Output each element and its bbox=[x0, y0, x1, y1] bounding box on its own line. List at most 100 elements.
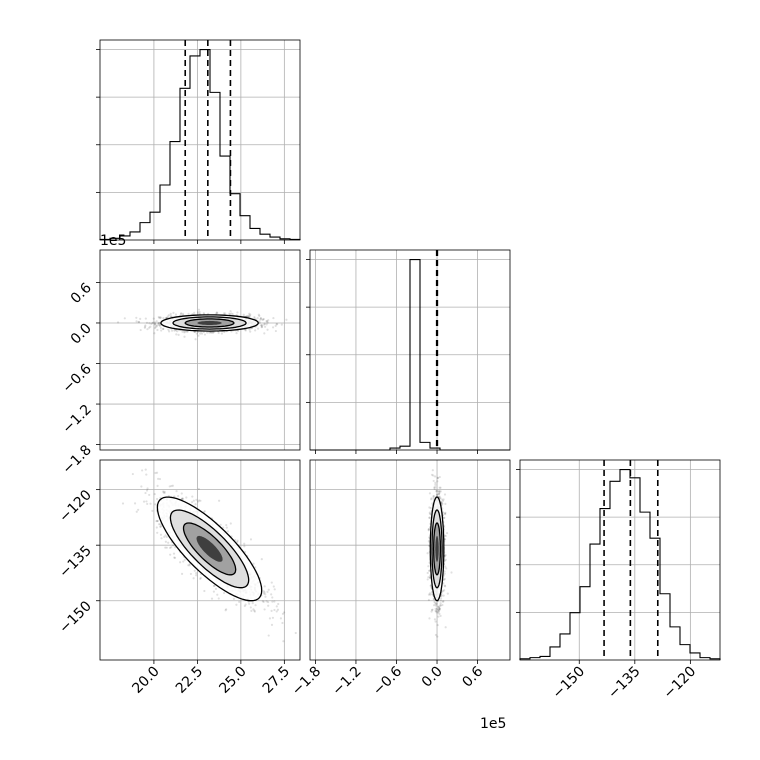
sample-point bbox=[260, 326, 263, 329]
sample-point bbox=[248, 312, 251, 315]
sample-point bbox=[164, 534, 167, 537]
sample-point bbox=[434, 483, 437, 486]
sample-point bbox=[271, 616, 275, 619]
sample-point bbox=[159, 523, 162, 526]
sample-point bbox=[427, 528, 430, 531]
sample-point bbox=[137, 320, 141, 324]
sample-point bbox=[131, 472, 134, 476]
sample-point bbox=[438, 490, 441, 493]
sample-point bbox=[277, 602, 280, 606]
sample-point bbox=[265, 600, 268, 603]
sample-point bbox=[253, 610, 256, 613]
sample-point bbox=[281, 612, 285, 615]
sample-point bbox=[238, 600, 241, 604]
sample-point bbox=[285, 318, 288, 321]
sample-point bbox=[431, 502, 434, 505]
sample-point bbox=[225, 526, 228, 529]
sample-point bbox=[155, 526, 158, 529]
sample-point bbox=[148, 326, 151, 329]
sample-point bbox=[169, 553, 172, 556]
sample-point bbox=[262, 318, 265, 321]
sample-point bbox=[159, 525, 162, 528]
sample-point bbox=[257, 313, 260, 316]
sample-point bbox=[271, 326, 275, 329]
sample-point bbox=[437, 608, 440, 612]
sample-point bbox=[199, 577, 202, 581]
sample-point bbox=[436, 635, 439, 638]
sample-point bbox=[216, 593, 219, 596]
sample-point bbox=[432, 604, 436, 607]
sample-point bbox=[195, 572, 198, 575]
sample-point bbox=[249, 538, 253, 541]
sample-point bbox=[445, 567, 448, 570]
sample-point bbox=[175, 490, 178, 493]
y-tick-label-row1: 0.6 bbox=[68, 280, 95, 307]
sample-point bbox=[262, 317, 265, 321]
sample-point bbox=[428, 576, 432, 580]
sample-point bbox=[167, 541, 170, 544]
sample-point bbox=[198, 499, 201, 502]
sample-point bbox=[253, 315, 256, 319]
sample-point bbox=[441, 590, 445, 593]
sample-point bbox=[164, 540, 167, 543]
sample-point bbox=[215, 311, 219, 314]
sample-point bbox=[272, 316, 275, 320]
sample-point bbox=[169, 314, 172, 317]
sample-point bbox=[172, 311, 175, 314]
sample-point bbox=[217, 597, 220, 600]
sample-point bbox=[283, 611, 286, 614]
sample-point bbox=[144, 468, 147, 471]
sample-point bbox=[440, 500, 443, 504]
sample-point bbox=[214, 587, 218, 590]
sample-point bbox=[427, 539, 430, 543]
x-offset-label-col1: 1e5 bbox=[480, 716, 506, 732]
sample-point bbox=[259, 318, 262, 321]
sample-point bbox=[439, 490, 442, 493]
sample-point bbox=[135, 320, 138, 323]
sample-point bbox=[181, 497, 185, 500]
joint-panel-0-2-content bbox=[121, 468, 297, 643]
sample-point bbox=[210, 597, 214, 600]
sample-point bbox=[444, 626, 447, 629]
x-tick-label-1: 0.6 bbox=[459, 663, 486, 690]
sample-point bbox=[428, 511, 431, 514]
sample-point bbox=[439, 602, 442, 605]
sample-point bbox=[442, 582, 445, 585]
sample-point bbox=[183, 558, 186, 561]
y-tick-label-row1: −1.8 bbox=[59, 442, 94, 477]
sample-point bbox=[443, 589, 446, 592]
sample-point bbox=[191, 312, 194, 316]
sample-point bbox=[248, 314, 252, 317]
sample-point bbox=[273, 600, 276, 603]
sample-point bbox=[116, 321, 120, 324]
y-tick-label-row1: 0.0 bbox=[68, 320, 95, 347]
sample-point bbox=[445, 531, 449, 535]
sample-point bbox=[450, 571, 453, 574]
sample-point bbox=[169, 312, 172, 315]
sample-point bbox=[442, 594, 445, 597]
sample-point bbox=[203, 333, 207, 336]
sample-point bbox=[203, 510, 206, 513]
sample-point bbox=[146, 502, 149, 506]
sample-point bbox=[197, 308, 201, 311]
sample-point bbox=[441, 499, 445, 502]
sample-point bbox=[266, 600, 270, 604]
sample-point bbox=[249, 313, 252, 316]
sample-point bbox=[183, 330, 186, 333]
sample-point bbox=[446, 592, 449, 595]
sample-point bbox=[123, 317, 126, 320]
sample-point bbox=[258, 320, 261, 323]
sample-point bbox=[163, 535, 166, 538]
sample-point bbox=[183, 335, 186, 338]
sample-point bbox=[432, 495, 435, 498]
sample-point bbox=[259, 317, 263, 320]
sample-point bbox=[245, 315, 248, 318]
sample-point bbox=[266, 328, 269, 331]
sample-point bbox=[261, 318, 264, 321]
sample-point bbox=[248, 602, 251, 605]
sample-point bbox=[242, 313, 245, 316]
histogram-panel-2-frame bbox=[519, 459, 721, 661]
sample-point bbox=[225, 523, 228, 527]
sample-point bbox=[156, 519, 159, 523]
sample-point bbox=[443, 570, 446, 573]
